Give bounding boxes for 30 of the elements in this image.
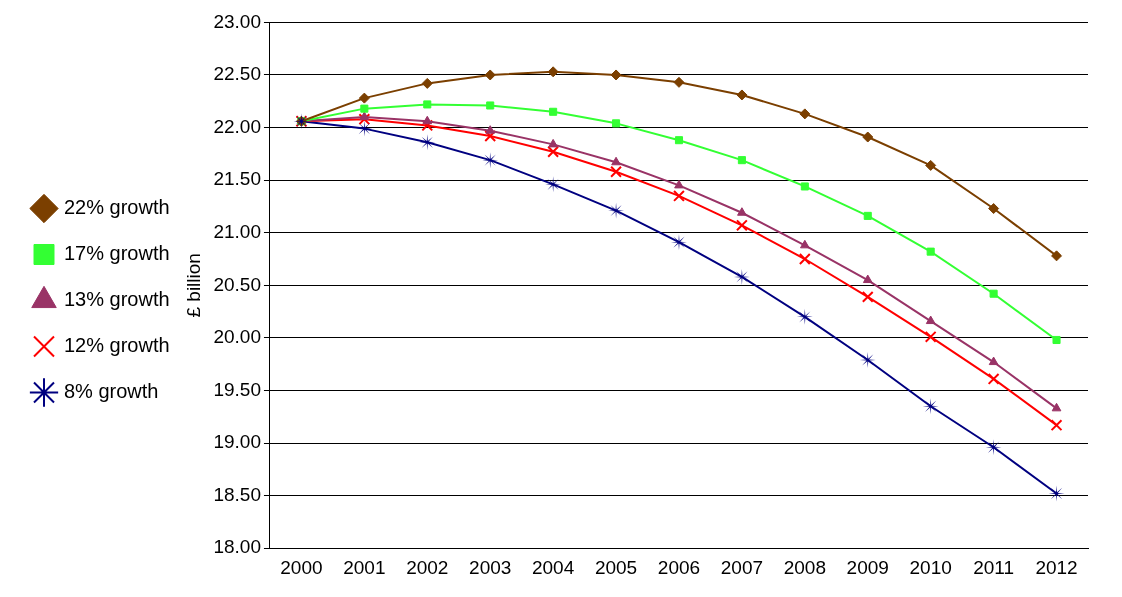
legend-label: 13% growth (64, 288, 170, 311)
y-tick-label: 20.00 (213, 326, 261, 348)
y-tick-label: 21.50 (213, 168, 261, 190)
y-tick-label: 18.50 (213, 483, 261, 505)
x-tick-label: 2011 (973, 556, 1015, 578)
y-tick-label: 19.50 (213, 378, 261, 400)
y-tick-label: 22.50 (213, 63, 261, 85)
y-tick-label: 20.50 (213, 273, 261, 295)
x-tick-label: 2008 (783, 556, 826, 578)
x-tick-label: 2005 (594, 556, 638, 578)
y-tick-label: 18.00 (213, 536, 261, 558)
legend-label: 8% growth (64, 380, 159, 403)
x-tick-label: 2002 (406, 556, 449, 578)
x-tick-label: 2001 (343, 556, 386, 578)
y-tick-label: 23.00 (213, 10, 261, 32)
y-tick-label: 22.00 (213, 115, 261, 137)
x-tick-label: 2007 (720, 556, 764, 578)
legend-label: 17% growth (64, 242, 170, 265)
x-tick-label: 2012 (1035, 556, 1078, 578)
x-tick-label: 2003 (469, 556, 512, 578)
legend-label: 22% growth (64, 196, 170, 219)
x-tick-label: 2004 (531, 556, 575, 578)
y-tick-label: 19.00 (213, 431, 261, 453)
x-tick-label: 2010 (909, 556, 952, 578)
legend-label: 12% growth (64, 334, 170, 357)
x-tick-label: 2009 (846, 556, 889, 578)
y-axis-title: £ billion (183, 253, 205, 318)
y-tick-label: 21.00 (213, 220, 261, 242)
x-tick-label: 2006 (657, 556, 701, 578)
x-tick-label: 2000 (280, 556, 323, 578)
